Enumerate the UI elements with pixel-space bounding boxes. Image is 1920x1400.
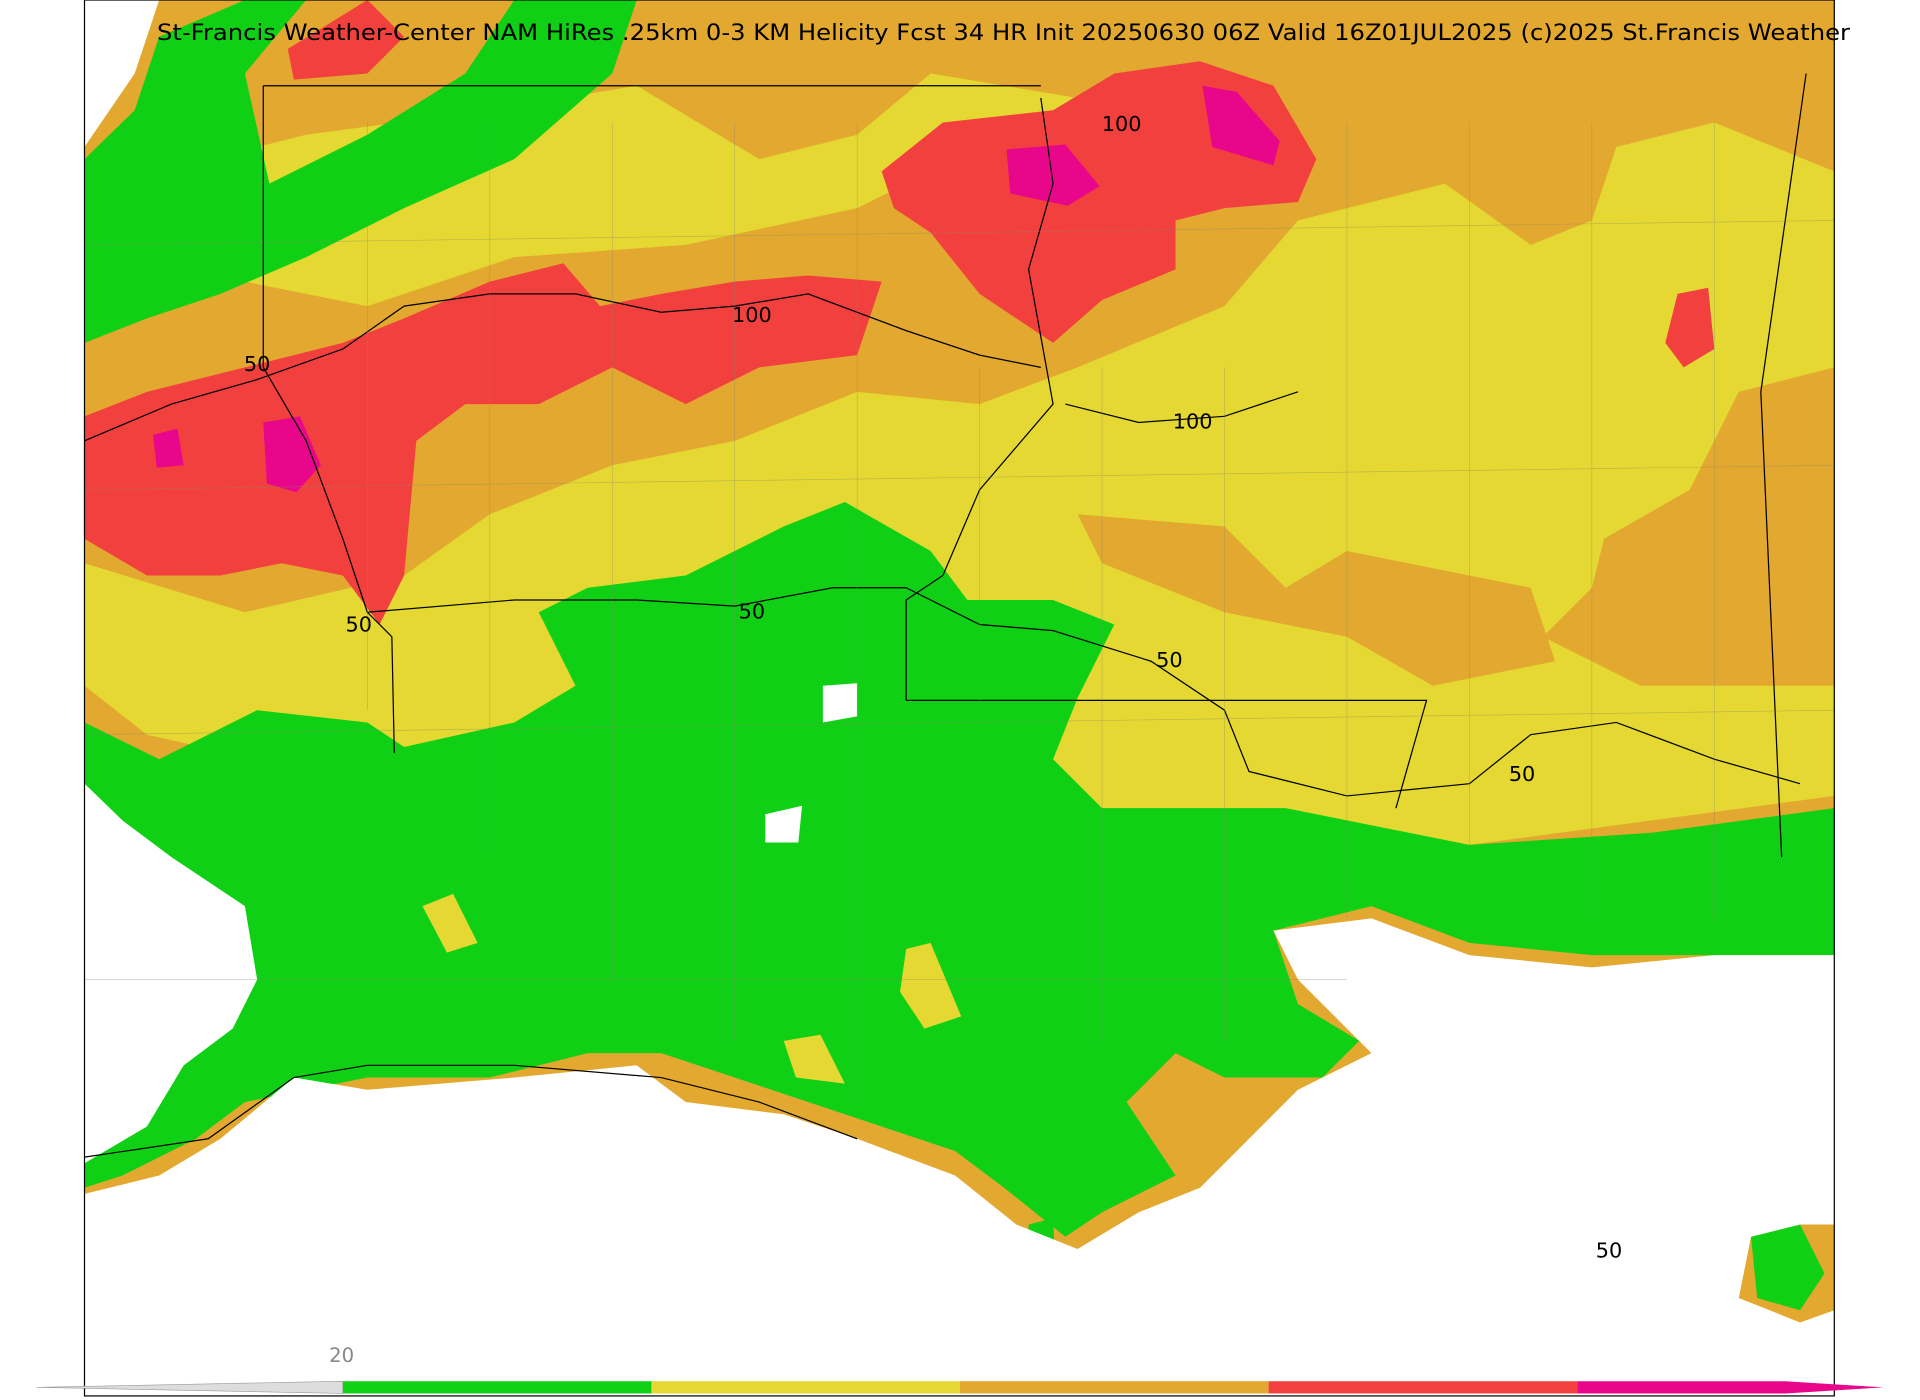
map-frame bbox=[83, 0, 1835, 1397]
field-white bbox=[765, 805, 803, 843]
field-red bbox=[287, 0, 405, 80]
colorbar-segment bbox=[960, 1381, 1269, 1394]
county-lines bbox=[84, 122, 1835, 1103]
field-green bbox=[84, 502, 1835, 1237]
contour-label: 100 bbox=[1173, 409, 1213, 433]
field-white bbox=[84, 918, 1835, 1396]
colorbar-segment bbox=[1268, 1381, 1578, 1394]
field-green bbox=[1751, 1224, 1825, 1311]
colorbar-segment bbox=[1577, 1381, 1884, 1394]
field-yellow bbox=[900, 942, 962, 1029]
field-magenta bbox=[153, 428, 184, 468]
state-border bbox=[84, 73, 1807, 1158]
contour-label: 100 bbox=[1102, 112, 1142, 136]
contour-label: 100 bbox=[732, 303, 772, 327]
field-white bbox=[84, 0, 160, 147]
field-orange bbox=[1077, 514, 1556, 686]
field-magenta bbox=[1202, 85, 1280, 166]
map-layer: 20 100 100 50 100 50 50 50 50 50 bbox=[36, 0, 1884, 1397]
colorbar-tick-label: 20 bbox=[329, 1344, 354, 1367]
contour-label: 50 bbox=[1509, 762, 1535, 786]
field-white bbox=[822, 683, 858, 723]
contour-label: 50 bbox=[346, 613, 372, 637]
colorbar-segment bbox=[342, 1381, 652, 1394]
field-magenta bbox=[1006, 144, 1100, 206]
contour-label: 50 bbox=[244, 352, 270, 376]
field-red bbox=[881, 61, 1317, 343]
field-magenta bbox=[263, 416, 321, 493]
field-white bbox=[84, 783, 258, 1164]
contour-label: 50 bbox=[1596, 1238, 1622, 1262]
field-red bbox=[84, 263, 882, 625]
field-yellow bbox=[422, 893, 478, 953]
colorbar bbox=[342, 1381, 1884, 1394]
contour-label: 50 bbox=[739, 599, 765, 623]
contour-labels: 100 100 50 100 50 50 50 50 50 bbox=[244, 112, 1622, 1263]
field-yellow bbox=[783, 1034, 845, 1084]
field-red bbox=[1665, 287, 1715, 368]
colorbar-segment bbox=[651, 1381, 961, 1394]
contour-label: 50 bbox=[1156, 648, 1182, 672]
map-title: St-Francis Weather-Center NAM HiRes .25k… bbox=[157, 21, 1851, 46]
